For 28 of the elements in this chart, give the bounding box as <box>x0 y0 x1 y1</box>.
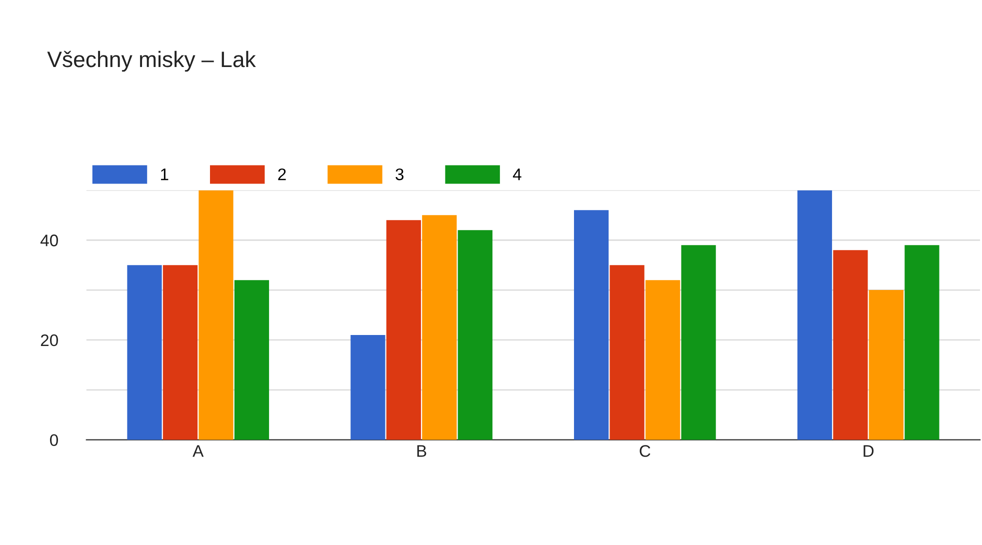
bar <box>350 334 386 440</box>
bar <box>422 215 457 440</box>
bar <box>904 245 940 440</box>
y-tick-label: 20 <box>40 334 58 346</box>
chart-title: Všechny misky – Lak <box>47 50 256 72</box>
x-tick-label: A <box>192 445 204 457</box>
bar <box>386 220 421 440</box>
y-tick-label: 0 <box>50 434 58 446</box>
legend-label: 4 <box>512 168 522 180</box>
bar <box>610 265 644 440</box>
bar <box>574 210 609 440</box>
bar <box>234 280 270 440</box>
x-tick-label: B <box>417 445 426 457</box>
bar <box>645 280 680 440</box>
bar <box>458 230 492 440</box>
legend-label: 2 <box>278 168 286 180</box>
bar <box>162 265 198 440</box>
y-tick-label: 40 <box>40 234 58 246</box>
bar <box>868 290 904 440</box>
bar <box>127 265 162 440</box>
x-tick-label: D <box>864 445 874 457</box>
bar <box>198 190 234 440</box>
bar <box>797 190 832 440</box>
bar <box>681 245 716 440</box>
legend-label: 1 <box>161 168 168 180</box>
bar <box>833 250 868 440</box>
x-tick-label: C <box>640 445 650 457</box>
legend-label: 3 <box>396 168 404 180</box>
